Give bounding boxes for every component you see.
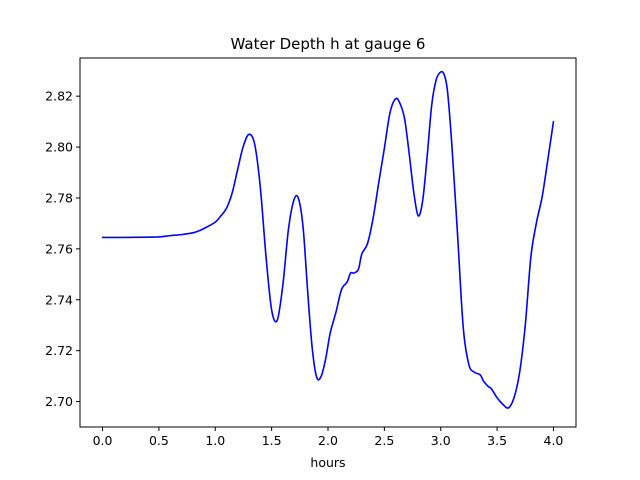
y-tick-label: 2.76	[45, 241, 73, 256]
x-tick-label: 4.0	[544, 433, 564, 448]
x-axis: 0.0 0.5 1.0 1.5 2.0 2.5 3.0 3.5 4.0	[93, 427, 564, 448]
x-tick-label: 3.5	[487, 433, 507, 448]
y-axis: 2.70 2.72 2.74 2.76 2.78 2.80 2.82	[45, 89, 80, 409]
x-axis-label: hours	[310, 455, 345, 470]
series-line-water-depth	[101, 70, 555, 409]
x-tick-label: 1.0	[205, 433, 225, 448]
y-tick-label: 2.70	[45, 394, 73, 409]
x-tick-label: 3.0	[431, 433, 451, 448]
y-tick-label: 2.80	[45, 140, 73, 155]
y-tick-label: 2.74	[45, 292, 73, 307]
chart-title: Water Depth h at gauge 6	[231, 35, 426, 53]
y-tick-label: 2.82	[45, 89, 73, 104]
y-tick-label: 2.72	[45, 343, 73, 358]
x-tick-label: 0.5	[149, 433, 169, 448]
x-tick-label: 2.0	[318, 433, 338, 448]
x-tick-label: 1.5	[262, 433, 282, 448]
x-tick-label: 2.5	[374, 433, 394, 448]
y-tick-label: 2.78	[45, 190, 73, 205]
x-tick-label: 0.0	[93, 433, 113, 448]
